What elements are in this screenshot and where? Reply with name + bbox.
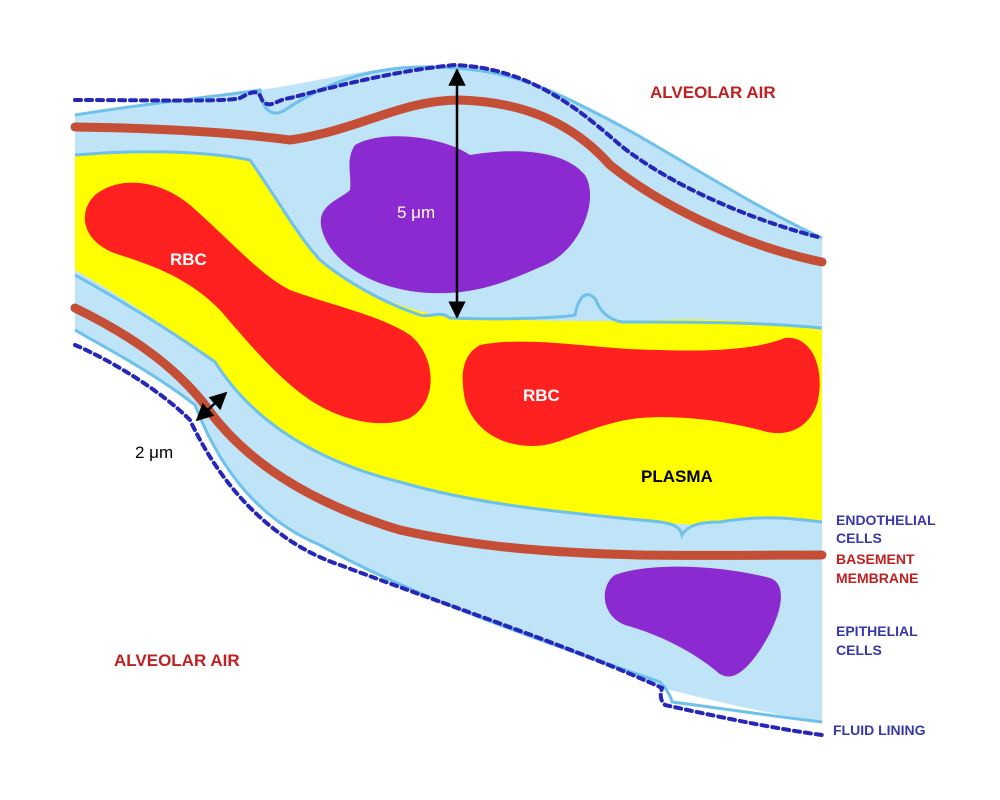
label-distance-2um: 2 μm	[135, 443, 173, 462]
endothelial-line-bottom	[74, 273, 823, 540]
label-alveolar-air-top: ALVEOLAR AIR	[650, 83, 776, 102]
double-arrow-diagonal-icon	[195, 391, 228, 422]
label-rbc-right: RBC	[523, 386, 560, 405]
label-endothelial-line1: ENDOTHELIAL	[836, 512, 936, 528]
fluid-lining-bottom	[73, 343, 824, 737]
fluid-lining-top	[73, 62, 824, 240]
rbc-left-cell	[84, 182, 431, 424]
plasma-region	[75, 151, 822, 525]
label-endothelial-line2: CELLS	[836, 530, 882, 546]
label-alveolar-air-bottom: ALVEOLAR AIR	[114, 651, 240, 670]
label-basement-line1: BASEMENT	[836, 551, 915, 567]
label-fluid-lining: FLUID LINING	[833, 722, 926, 738]
label-plasma: PLASMA	[641, 467, 713, 486]
epithelial-nucleus	[604, 566, 781, 677]
label-rbc-left: RBC	[170, 250, 207, 269]
label-epithelial-line2: CELLS	[836, 642, 882, 658]
rbc-right-cell	[462, 337, 820, 446]
label-epithelial-line1: EPITHELIAL	[836, 623, 918, 639]
epithelial-edge-top	[74, 65, 823, 240]
basement-membrane-bottom	[70, 303, 827, 560]
label-basement-line2: MEMBRANE	[836, 570, 918, 586]
label-distance-5um: 5 μm	[397, 203, 435, 222]
